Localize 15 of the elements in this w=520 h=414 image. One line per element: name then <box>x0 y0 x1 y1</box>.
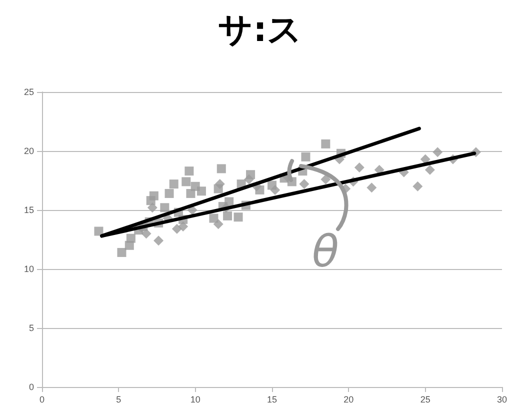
x-tick-label: 10 <box>190 394 200 404</box>
x-tick-label: 30 <box>496 394 508 404</box>
y-tick-label: 5 <box>28 323 34 333</box>
annotation: θ <box>312 226 339 278</box>
x-tick-label: 25 <box>420 394 430 404</box>
x-tick-label: 20 <box>344 394 354 404</box>
y-tick-label: 15 <box>24 205 34 215</box>
y-tick-label: 10 <box>24 264 34 274</box>
x-tick-label: 5 <box>116 394 122 404</box>
y-tick-label: 0 <box>28 382 34 392</box>
x-tick-label: 0 <box>39 394 45 404</box>
y-tick-label: 25 <box>24 87 34 97</box>
x-tick-label: 15 <box>266 394 278 404</box>
y-tick-label: 20 <box>24 146 34 156</box>
chart-title: サ:ス <box>218 10 302 50</box>
